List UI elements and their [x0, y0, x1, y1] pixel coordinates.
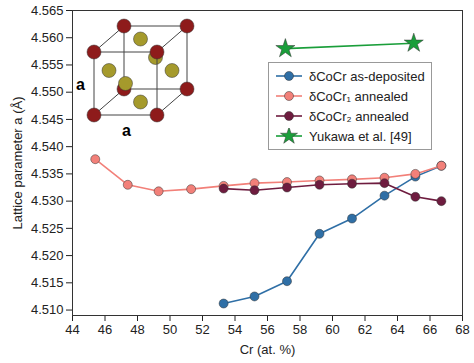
- html-text:Yukawa et al. [49]: Yukawa et al. [49]: [309, 128, 412, 144]
- svg-text:4.550: 4.550: [31, 84, 64, 99]
- svg-text:58: 58: [293, 322, 307, 337]
- svg-text:68: 68: [455, 322, 469, 337]
- svg-text:4.515: 4.515: [31, 275, 64, 290]
- svg-text:4.525: 4.525: [31, 221, 64, 236]
- svg-text:Lattice parameter a (Å): Lattice parameter a (Å): [10, 97, 25, 230]
- svg-text:4.520: 4.520: [31, 248, 64, 263]
- svg-text:54: 54: [228, 322, 242, 337]
- svg-text:64: 64: [390, 322, 404, 337]
- svg-text:46: 46: [98, 322, 112, 337]
- svg-text:4.510: 4.510: [31, 302, 64, 317]
- svg-text:62: 62: [358, 322, 372, 337]
- svg-text:4.565: 4.565: [31, 3, 64, 18]
- svg-text:50: 50: [163, 322, 177, 337]
- svg-text:4.540: 4.540: [31, 139, 64, 154]
- svg-text:4.535: 4.535: [31, 166, 64, 181]
- html-text:δCoCr₂ annealed: δCoCr₂ annealed: [309, 108, 409, 124]
- svg-text:52: 52: [195, 322, 209, 337]
- svg-text:44: 44: [65, 322, 79, 337]
- svg-text:48: 48: [130, 322, 144, 337]
- html-text:δCoCr as-deposited: δCoCr as-deposited: [309, 68, 425, 84]
- html-text:δCoCr₁ annealed: δCoCr₁ annealed: [309, 88, 409, 104]
- svg-text:56: 56: [260, 322, 274, 337]
- svg-text:Cr (at. %): Cr (at. %): [240, 342, 296, 357]
- svg-text:60: 60: [325, 322, 339, 337]
- svg-text:66: 66: [423, 322, 437, 337]
- svg-text:a: a: [76, 76, 85, 93]
- svg-text:4.530: 4.530: [31, 193, 64, 208]
- svg-text:4.560: 4.560: [31, 30, 64, 45]
- svg-text:4.555: 4.555: [31, 57, 64, 72]
- svg-text:a: a: [122, 122, 131, 139]
- svg-text:4.545: 4.545: [31, 112, 64, 127]
